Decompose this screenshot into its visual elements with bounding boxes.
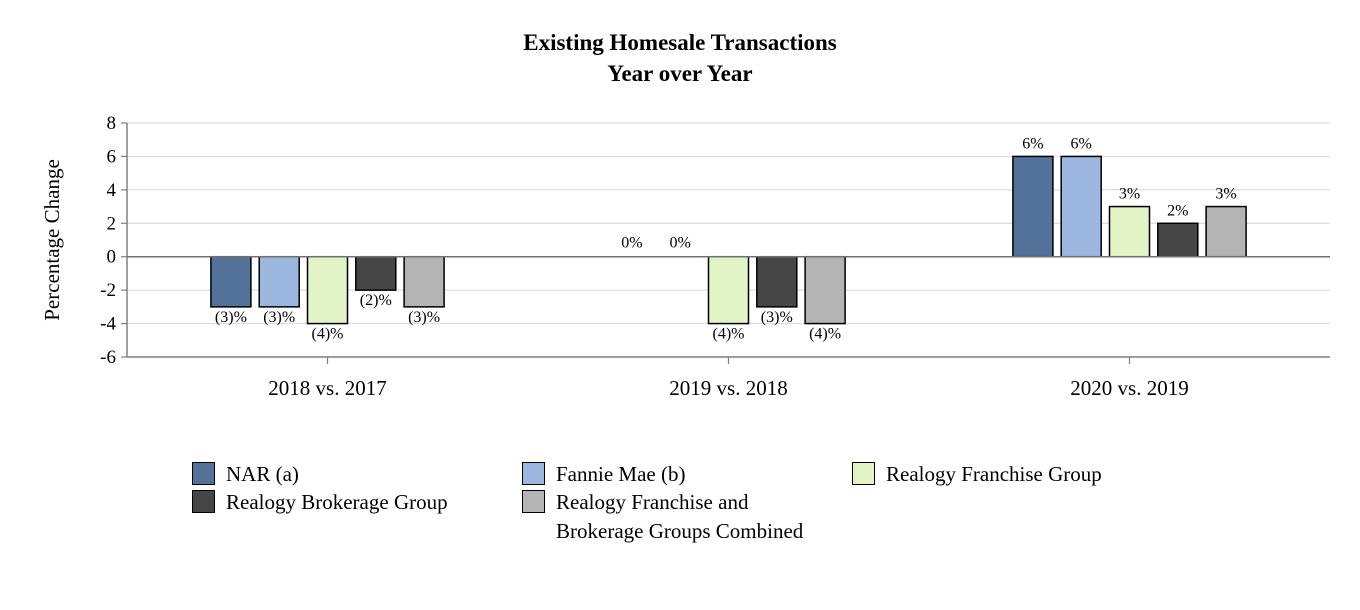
- data-label: (2)%: [360, 292, 392, 309]
- legend-label-line: Realogy Franchise and: [556, 490, 749, 514]
- bar: [258, 255, 300, 308]
- data-label: 6%: [1071, 135, 1092, 152]
- legend-label-line: Realogy Brokerage Group: [226, 490, 448, 514]
- data-label: 3%: [1119, 186, 1140, 203]
- legend-swatch: [852, 462, 875, 485]
- bar: [756, 255, 798, 308]
- data-label: (4)%: [713, 326, 745, 343]
- data-label: 0%: [670, 235, 691, 252]
- chart-title-line-1: Existing Homesale Transactions: [523, 30, 837, 55]
- legend-label: Realogy Brokerage Group: [226, 488, 448, 517]
- legend-label-line: Realogy Franchise Group: [886, 462, 1102, 486]
- data-label: (3)%: [215, 309, 247, 326]
- bar: [804, 255, 846, 325]
- legend-label-line: Brokerage Groups Combined: [556, 519, 804, 543]
- data-label: 2%: [1167, 202, 1188, 219]
- data-label: 6%: [1022, 135, 1043, 152]
- data-label: 3%: [1215, 186, 1236, 203]
- data-label: (3)%: [761, 309, 793, 326]
- bar: [1012, 155, 1054, 258]
- y-tick-label: 6: [107, 146, 117, 167]
- legend-label: Realogy Franchise Group: [886, 460, 1102, 489]
- legend-label: NAR (a): [226, 460, 299, 489]
- bar: [355, 255, 397, 291]
- legend-swatch: [192, 462, 215, 485]
- y-tick-label: -2: [100, 280, 116, 301]
- legend-label-line: NAR (a): [226, 462, 299, 486]
- data-label: (4)%: [809, 326, 841, 343]
- data-label: 0%: [621, 235, 642, 252]
- y-tick-label: -6: [100, 347, 116, 368]
- data-label: (3)%: [263, 309, 295, 326]
- y-tick-label: 0: [107, 247, 117, 268]
- bar: [707, 255, 750, 325]
- bar: [210, 255, 252, 308]
- legend-swatch: [522, 490, 545, 513]
- bar: [1060, 155, 1102, 258]
- data-label: (3)%: [408, 309, 440, 326]
- legend-swatch: [522, 462, 545, 485]
- y-tick-label: 4: [107, 180, 117, 201]
- y-tick-label: -4: [100, 314, 116, 335]
- bar: [403, 255, 445, 308]
- y-tick-label: 2: [107, 213, 117, 234]
- legend-label-line: Fannie Mae (b): [556, 462, 686, 486]
- bar: [1108, 205, 1151, 258]
- x-tick-label: 2018 vs. 2017: [268, 376, 386, 400]
- data-label: (4)%: [312, 326, 344, 343]
- bar: [1205, 205, 1247, 258]
- legend-label: Fannie Mae (b): [556, 460, 685, 489]
- y-axis-title: Percentage Change: [40, 159, 64, 321]
- x-tick-label: 2020 vs. 2019: [1070, 376, 1188, 400]
- bar: [1157, 222, 1199, 258]
- y-tick-label: 8: [107, 113, 117, 134]
- x-tick-label: 2019 vs. 2018: [669, 376, 787, 400]
- chart-title-line-2: Year over Year: [607, 61, 753, 86]
- legend-swatch: [192, 490, 215, 513]
- legend-label: Realogy Franchise and Brokerage Groups Co…: [556, 488, 803, 546]
- bar: [306, 255, 349, 325]
